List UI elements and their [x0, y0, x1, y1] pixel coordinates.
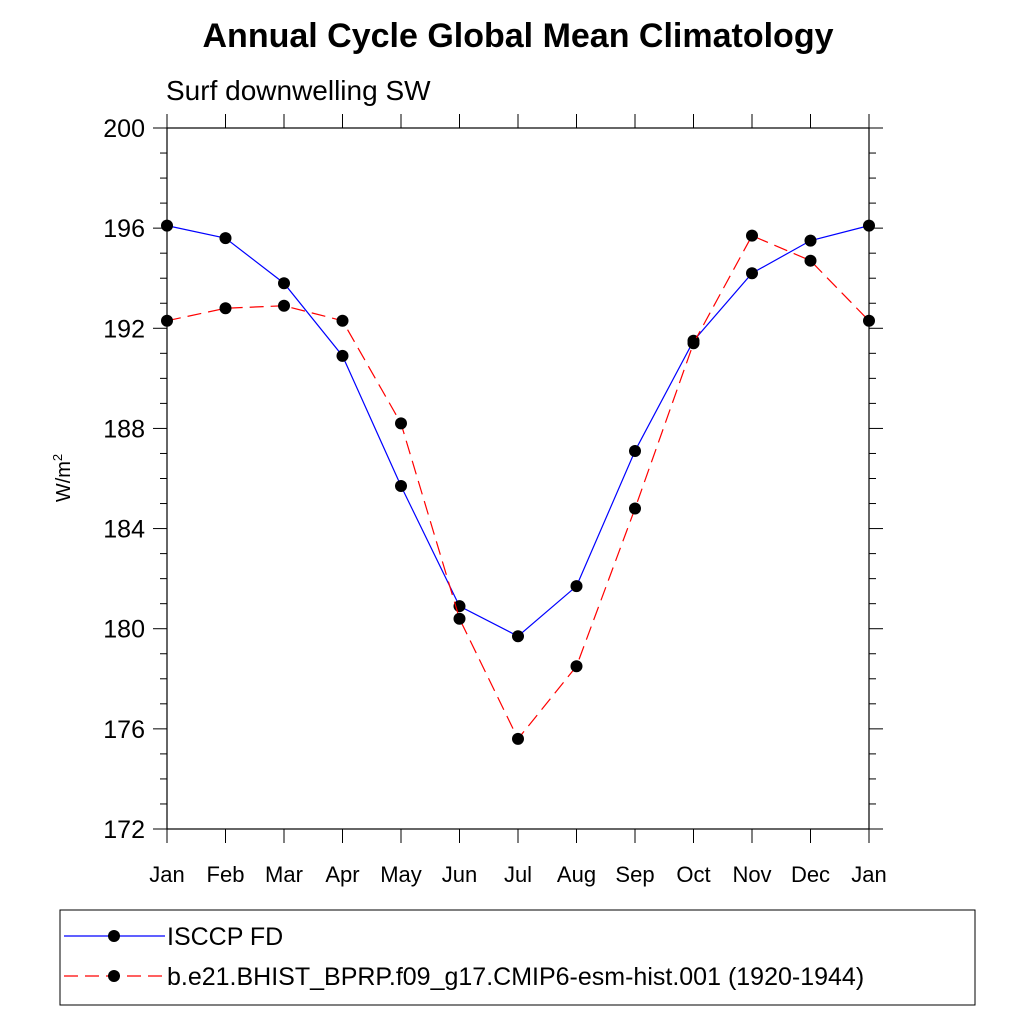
plot-frame [166, 127, 870, 830]
series-1-point [570, 580, 583, 593]
x-tick-label: Dec [791, 862, 830, 887]
series-1-point [863, 219, 875, 232]
series-1-point [278, 277, 290, 290]
y-tick-labels: 172 176 180 184 188 192 196 200 [103, 115, 145, 844]
series-1-point [219, 232, 232, 245]
series-2-point [278, 299, 290, 312]
y-tick-label: 196 [103, 215, 145, 243]
series-2-point [746, 229, 758, 242]
plot-series [161, 219, 875, 745]
series-2-point [570, 660, 583, 673]
series-1-point [746, 267, 758, 280]
x-tick-label: Mar [265, 862, 303, 887]
y-tick-label: 180 [103, 616, 145, 644]
series-2-point [219, 302, 232, 315]
series-1-point [629, 444, 641, 457]
series-2-point [804, 254, 817, 267]
x-tick-label: Aug [557, 862, 596, 887]
x-tick-label: Apr [325, 862, 359, 887]
legend-label-2: b.e21.BHIST_BPRP.f09_g17.CMIP6-esm-hist.… [167, 963, 864, 991]
legend: ISCCP FD b.e21.BHIST_BPRP.f09_g17.CMIP6-e… [59, 909, 976, 1006]
x-tick-label: Jul [504, 862, 532, 887]
y-tick-label: 176 [103, 716, 145, 744]
x-tick-labels: Jan Feb Mar Apr May Jun Jul Aug Sep Oct Nov Dec Jan [149, 862, 886, 887]
legend-marker-2 [108, 970, 120, 982]
series-1-point [512, 630, 524, 643]
x-tick-label: Jan [149, 862, 184, 887]
y-axis-label-base: W/m [53, 461, 75, 502]
y-tick-label: 188 [103, 415, 145, 443]
y-tick-label: 192 [103, 315, 145, 343]
series-2-point [629, 502, 641, 515]
x-tick-label: Jan [851, 862, 886, 887]
series-2-point [863, 314, 875, 327]
series-1-point [336, 349, 349, 362]
series-1-point [161, 219, 173, 232]
series-1-point [395, 480, 407, 493]
y-tick-label: 172 [103, 816, 145, 844]
series-2-point [336, 314, 349, 327]
y-axis-label-superscript: 2 [50, 454, 65, 461]
series-line-2 [166, 234, 870, 740]
x-tick-label: Oct [676, 862, 710, 887]
chart-subtitle: Surf downwelling SW [166, 75, 431, 106]
series-2-point [687, 337, 700, 350]
series-2-point [512, 732, 524, 745]
y-axis-label: W/m2 [50, 454, 75, 502]
svg-text:W/m2: W/m2 [50, 454, 75, 502]
series-2-point [395, 417, 407, 430]
series-2-point [453, 612, 466, 625]
y-tick-label: 200 [103, 115, 145, 143]
x-tick-label: Jun [442, 862, 477, 887]
x-tick-label: Feb [207, 862, 245, 887]
x-tick-label: May [380, 862, 422, 887]
y-tick-label: 184 [103, 516, 145, 544]
chart-title: Annual Cycle Global Mean Climatology [203, 17, 834, 55]
x-tick-label: Nov [732, 862, 771, 887]
legend-box [59, 909, 976, 1006]
x-tick-label: Sep [615, 862, 654, 887]
series-line-1 [166, 225, 870, 637]
legend-marker-1 [108, 930, 120, 942]
series-2-point [161, 314, 173, 327]
legend-label-1: ISCCP FD [167, 923, 283, 951]
series-1-point [804, 234, 817, 247]
axes [153, 114, 883, 843]
